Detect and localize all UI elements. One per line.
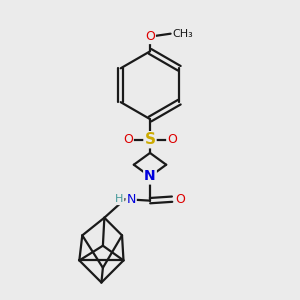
Text: O: O — [123, 133, 133, 146]
Text: O: O — [145, 30, 155, 43]
Text: H: H — [115, 194, 124, 204]
Text: O: O — [175, 193, 185, 206]
Text: N: N — [144, 169, 156, 184]
Text: S: S — [145, 132, 155, 147]
Text: CH₃: CH₃ — [172, 29, 193, 39]
Text: N: N — [126, 193, 136, 206]
Text: O: O — [167, 133, 177, 146]
